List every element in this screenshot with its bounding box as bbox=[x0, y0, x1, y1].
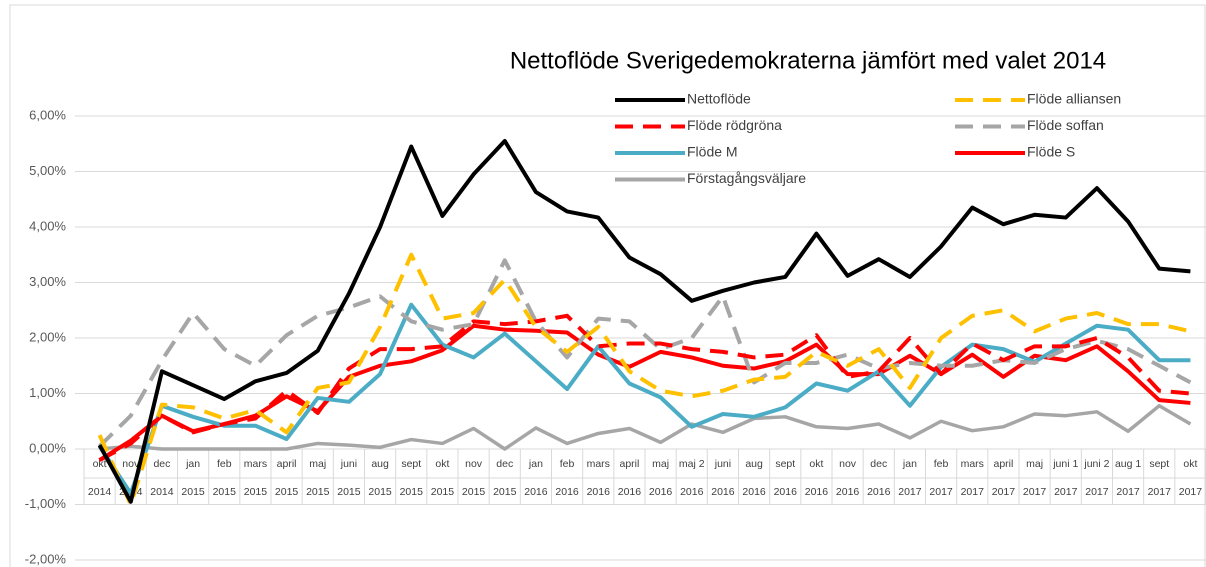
legend-label: Nettoflöde bbox=[687, 91, 751, 107]
x-tick-label: dec bbox=[870, 458, 887, 470]
x-tick-label: mars bbox=[961, 458, 984, 470]
x-tick-label-year: 2015 bbox=[181, 486, 205, 498]
y-tick-label: 5,00% bbox=[29, 163, 66, 178]
legend-label: Flöde alliansen bbox=[1027, 91, 1121, 107]
series-line bbox=[97, 252, 1191, 507]
x-tick-label-year: 2016 bbox=[711, 486, 735, 498]
x-tick-label-year: 2017 bbox=[1085, 486, 1109, 498]
x-tick-label-year: 2015 bbox=[493, 486, 517, 498]
legend-label: Flöde rödgröna bbox=[687, 117, 782, 133]
x-tick-label: sept bbox=[1149, 458, 1169, 470]
x-tick-label: mars bbox=[244, 458, 267, 470]
x-tick-label: maj bbox=[1026, 458, 1043, 470]
x-tick-label: aug bbox=[745, 458, 763, 470]
legend-label: Flöde soffan bbox=[1027, 117, 1104, 133]
x-tick-label-year: 2017 bbox=[929, 486, 953, 498]
x-tick-label-year: 2016 bbox=[649, 486, 673, 498]
x-tick-label: feb bbox=[934, 458, 949, 470]
x-tick-label: okt bbox=[1183, 458, 1197, 470]
x-tick-label-year: 2016 bbox=[524, 486, 548, 498]
x-tick-label-year: 2015 bbox=[431, 486, 455, 498]
x-tick-label-year: 2015 bbox=[462, 486, 486, 498]
x-tick-label-year: 2017 bbox=[961, 486, 985, 498]
x-tick-label: juni 2 bbox=[1083, 458, 1109, 470]
legend-label: Förstagångsväljare bbox=[687, 170, 806, 186]
x-tick-label: mars bbox=[587, 458, 610, 470]
x-tick-label-year: 2017 bbox=[1148, 486, 1172, 498]
y-tick-label: 0,00% bbox=[29, 440, 66, 455]
x-tick-label: nov bbox=[839, 458, 857, 470]
x-tick-label-year: 2017 bbox=[1023, 486, 1047, 498]
chart-border bbox=[9, 4, 1206, 567]
x-tick-label-year: 2014 bbox=[150, 486, 174, 498]
x-tick-label: april bbox=[619, 458, 639, 470]
y-tick-label: -2,00% bbox=[25, 551, 67, 566]
x-tick-label: nov bbox=[122, 458, 140, 470]
x-tick-label-year: 2015 bbox=[244, 486, 268, 498]
x-tick-label: jan bbox=[185, 458, 200, 470]
x-tick-label-year: 2016 bbox=[836, 486, 860, 498]
x-tick-label-year: 2017 bbox=[1054, 486, 1078, 498]
x-tick-label-year: 2016 bbox=[618, 486, 642, 498]
x-tick-label: dec bbox=[496, 458, 513, 470]
x-tick-label: okt bbox=[435, 458, 449, 470]
series-line bbox=[99, 403, 1192, 451]
x-tick-label-year: 2015 bbox=[337, 486, 361, 498]
x-tick-label: feb bbox=[560, 458, 575, 470]
x-tick-label: jan bbox=[902, 458, 917, 470]
x-tick-label: jan bbox=[528, 458, 543, 470]
y-tick-label: 1,00% bbox=[29, 385, 66, 400]
x-tick-label-year: 2015 bbox=[400, 486, 424, 498]
x-tick-label: nov bbox=[465, 458, 483, 470]
series-line bbox=[98, 258, 1192, 448]
x-tick-label: aug bbox=[371, 458, 389, 470]
x-tick-label: okt bbox=[809, 458, 823, 470]
x-tick-label: sept bbox=[775, 458, 795, 470]
x-tick-label-year: 2015 bbox=[213, 486, 237, 498]
x-tick-label: dec bbox=[153, 458, 170, 470]
x-tick-label-year: 2015 bbox=[275, 486, 299, 498]
x-tick-label-year: 2017 bbox=[898, 486, 922, 498]
legend-label: Flöde M bbox=[687, 144, 738, 160]
x-tick-label-year: 2015 bbox=[368, 486, 392, 498]
chart-title: Nettoflöde Sverigedemokraterna jämfört m… bbox=[510, 47, 1106, 74]
x-tick-label: april bbox=[993, 458, 1013, 470]
x-tick-label: aug 1 bbox=[1115, 458, 1141, 470]
x-tick-label-year: 2016 bbox=[805, 486, 829, 498]
y-tick-label: -1,00% bbox=[25, 496, 67, 511]
x-tick-label: maj 2 bbox=[679, 458, 705, 470]
x-tick-label-year: 2017 bbox=[1116, 486, 1140, 498]
series-line bbox=[98, 323, 1191, 462]
x-tick-label: april bbox=[277, 458, 297, 470]
legend-label: Flöde S bbox=[1027, 144, 1075, 160]
x-tick-label-year: 2017 bbox=[1179, 486, 1203, 498]
x-tick-label-year: 2014 bbox=[88, 486, 112, 498]
x-tick-label: okt bbox=[93, 458, 107, 470]
x-tick-label-year: 2016 bbox=[587, 486, 611, 498]
x-tick-label-year: 2016 bbox=[742, 486, 766, 498]
y-tick-label: 2,00% bbox=[29, 329, 66, 344]
x-tick-label: maj bbox=[309, 458, 326, 470]
x-tick-label-year: 2017 bbox=[992, 486, 1016, 498]
x-tick-label: sept bbox=[401, 458, 421, 470]
y-tick-label: 6,00% bbox=[29, 107, 66, 122]
series-line bbox=[97, 302, 1191, 496]
x-tick-label: juni bbox=[340, 458, 357, 470]
x-tick-label: juni bbox=[714, 458, 731, 470]
series-line bbox=[98, 313, 1191, 462]
x-tick-label-year: 2015 bbox=[306, 486, 330, 498]
y-tick-label: 4,00% bbox=[29, 218, 66, 233]
x-tick-label-year: 2016 bbox=[867, 486, 891, 498]
x-tick-label: maj bbox=[652, 458, 669, 470]
x-tick-label: juni 1 bbox=[1052, 458, 1078, 470]
x-tick-label-year: 2016 bbox=[774, 486, 798, 498]
x-tick-label-year: 2016 bbox=[680, 486, 704, 498]
series-line bbox=[97, 138, 1191, 504]
x-tick-label: feb bbox=[217, 458, 232, 470]
y-tick-label: 3,00% bbox=[29, 274, 66, 289]
x-tick-label-year: 2016 bbox=[555, 486, 579, 498]
